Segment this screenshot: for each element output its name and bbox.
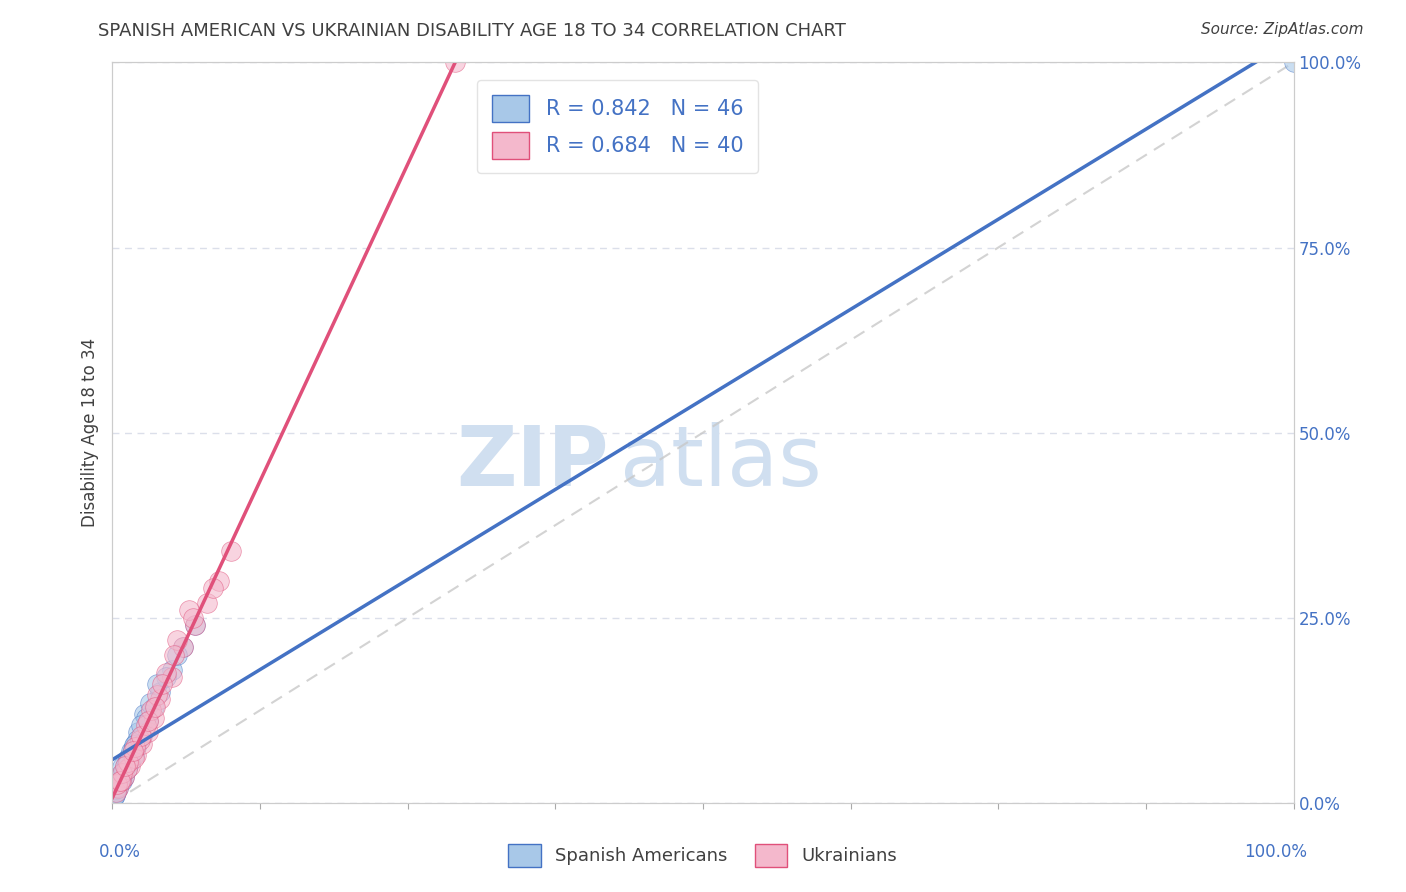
Point	[124, 737, 146, 751]
Point	[125, 740, 148, 755]
Point	[131, 729, 153, 743]
Text: 0.0%: 0.0%	[98, 843, 141, 861]
Point	[114, 758, 136, 772]
Point	[122, 738, 145, 752]
Point	[142, 711, 165, 725]
Point	[155, 666, 177, 681]
Point	[184, 618, 207, 632]
Text: atlas: atlas	[620, 422, 823, 503]
Text: Source: ZipAtlas.com: Source: ZipAtlas.com	[1201, 22, 1364, 37]
Point	[181, 610, 204, 624]
Point	[129, 729, 152, 743]
Point	[115, 757, 138, 772]
Point	[179, 603, 201, 617]
Point	[172, 640, 194, 655]
Point	[112, 766, 135, 780]
Point	[105, 785, 128, 799]
Point	[112, 770, 135, 784]
Point	[110, 773, 132, 788]
Point	[172, 640, 194, 655]
Point	[111, 760, 134, 774]
Point	[125, 747, 148, 762]
Text: SPANISH AMERICAN VS UKRAINIAN DISABILITY AGE 18 TO 34 CORRELATION CHART: SPANISH AMERICAN VS UKRAINIAN DISABILITY…	[98, 22, 846, 40]
Point	[117, 755, 139, 769]
Point	[149, 685, 172, 699]
Legend: R = 0.842   N = 46, R = 0.684   N = 40: R = 0.842 N = 46, R = 0.684 N = 40	[477, 80, 758, 173]
Point	[136, 714, 159, 729]
Point	[120, 755, 142, 769]
Point	[107, 780, 129, 795]
Point	[1282, 55, 1305, 70]
Point	[139, 696, 162, 710]
Y-axis label: Disability Age 18 to 34: Disability Age 18 to 34	[80, 338, 98, 527]
Point	[104, 789, 127, 803]
Point	[136, 714, 159, 729]
Point	[108, 773, 131, 788]
Point	[117, 751, 139, 765]
Point	[135, 711, 157, 725]
Point	[163, 648, 186, 662]
Legend: Spanish Americans, Ukrainians: Spanish Americans, Ukrainians	[501, 837, 905, 874]
Point	[122, 751, 145, 765]
Point	[160, 663, 183, 677]
Point	[141, 703, 163, 717]
Point	[103, 789, 125, 804]
Point	[150, 677, 173, 691]
Point	[105, 782, 128, 797]
Point	[135, 718, 157, 732]
Point	[105, 777, 128, 791]
Point	[115, 763, 138, 777]
Point	[112, 770, 135, 784]
Point	[105, 780, 128, 794]
Point	[107, 780, 129, 795]
Point	[160, 670, 183, 684]
Point	[146, 689, 169, 703]
Point	[105, 785, 128, 799]
Point	[122, 747, 145, 762]
Point	[444, 55, 467, 70]
Point	[219, 544, 242, 558]
Point	[114, 758, 136, 772]
Point	[104, 787, 127, 801]
Point	[129, 718, 152, 732]
Point	[149, 692, 172, 706]
Point	[166, 648, 188, 662]
Point	[166, 632, 188, 647]
Point	[127, 732, 149, 747]
Point	[142, 699, 165, 714]
Point	[136, 725, 159, 739]
Point	[112, 764, 135, 779]
Point	[120, 758, 142, 772]
Point	[208, 574, 231, 588]
Point	[105, 777, 128, 791]
Point	[111, 773, 134, 788]
Point	[184, 618, 207, 632]
Text: 100.0%: 100.0%	[1244, 843, 1308, 861]
Point	[121, 744, 143, 758]
Point	[108, 770, 131, 784]
Point	[111, 766, 134, 780]
Point	[127, 725, 149, 739]
Point	[115, 763, 138, 777]
Point	[146, 677, 169, 691]
Point	[118, 753, 141, 767]
Point	[108, 767, 131, 781]
Point	[128, 732, 150, 747]
Text: ZIP: ZIP	[456, 422, 609, 503]
Point	[107, 775, 129, 789]
Point	[134, 706, 156, 721]
Point	[124, 740, 146, 755]
Point	[110, 772, 132, 786]
Point	[143, 699, 166, 714]
Point	[120, 744, 142, 758]
Point	[195, 596, 218, 610]
Point	[155, 670, 177, 684]
Point	[131, 737, 153, 751]
Point	[201, 581, 224, 595]
Point	[121, 742, 143, 756]
